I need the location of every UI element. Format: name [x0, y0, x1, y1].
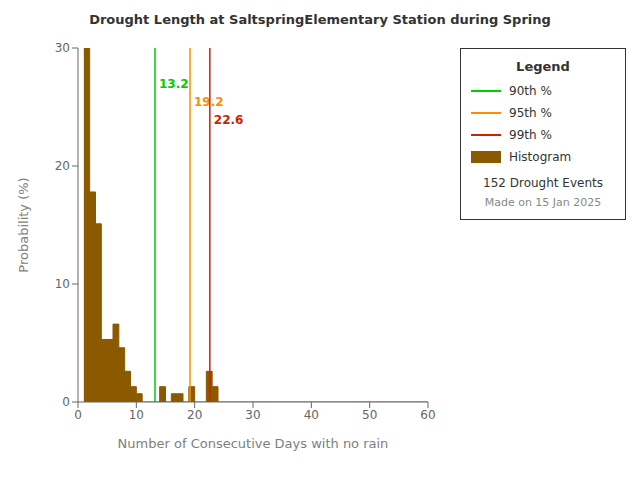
- html-text:Made on 15 Jan 2025: Made on 15 Jan 2025: [484, 196, 602, 209]
- svg-text:13.2: 13.2: [159, 77, 189, 91]
- svg-text:10: 10: [55, 277, 70, 291]
- svg-text:10: 10: [129, 408, 144, 422]
- svg-text:30: 30: [245, 408, 260, 422]
- svg-text:0: 0: [62, 395, 70, 409]
- html-text:152 Drought Events: 152 Drought Events: [483, 176, 603, 190]
- html-text:Drought Length at SaltspringEl: Drought Length at SaltspringElementary S…: [89, 12, 551, 27]
- svg-text:19.2: 19.2: [194, 95, 224, 109]
- svg-text:20: 20: [187, 408, 202, 422]
- html-text:99th %: 99th %: [509, 128, 552, 142]
- html-text:95th %: 95th %: [509, 106, 552, 120]
- html-text:Legend: Legend: [516, 59, 570, 74]
- html-text:Histogram: Histogram: [509, 150, 572, 164]
- html-text:90th %: 90th %: [509, 84, 552, 98]
- svg-text:60: 60: [420, 408, 435, 422]
- svg-text:Number of Consecutive Days wit: Number of Consecutive Days with no rain: [118, 436, 389, 451]
- svg-text:50: 50: [362, 408, 377, 422]
- svg-text:Probability (%): Probability (%): [16, 177, 31, 272]
- svg-text:40: 40: [304, 408, 319, 422]
- svg-text:30: 30: [55, 41, 70, 55]
- svg-text:22.6: 22.6: [214, 113, 244, 127]
- svg-text:0: 0: [74, 408, 82, 422]
- svg-text:20: 20: [55, 159, 70, 173]
